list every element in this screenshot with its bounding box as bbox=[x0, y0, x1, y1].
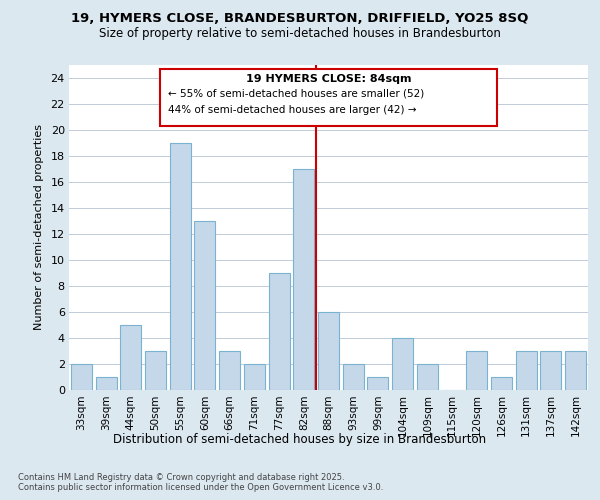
Bar bbox=[219, 351, 240, 390]
Text: 19, HYMERS CLOSE, BRANDESBURTON, DRIFFIELD, YO25 8SQ: 19, HYMERS CLOSE, BRANDESBURTON, DRIFFIE… bbox=[71, 12, 529, 26]
Bar bbox=[343, 364, 364, 390]
Text: 19 HYMERS CLOSE: 84sqm: 19 HYMERS CLOSE: 84sqm bbox=[246, 74, 411, 84]
Bar bbox=[392, 338, 413, 390]
Bar bbox=[565, 351, 586, 390]
Bar bbox=[491, 377, 512, 390]
Bar bbox=[466, 351, 487, 390]
Bar bbox=[194, 221, 215, 390]
Bar bbox=[417, 364, 438, 390]
Bar bbox=[318, 312, 339, 390]
Bar bbox=[516, 351, 537, 390]
Text: Distribution of semi-detached houses by size in Brandesburton: Distribution of semi-detached houses by … bbox=[113, 432, 487, 446]
Text: ← 55% of semi-detached houses are smaller (52): ← 55% of semi-detached houses are smalle… bbox=[168, 88, 424, 99]
Bar bbox=[269, 273, 290, 390]
Text: Contains HM Land Registry data © Crown copyright and database right 2025.
Contai: Contains HM Land Registry data © Crown c… bbox=[18, 472, 383, 492]
Bar bbox=[367, 377, 388, 390]
Bar bbox=[293, 169, 314, 390]
Bar bbox=[170, 143, 191, 390]
Bar bbox=[95, 377, 116, 390]
FancyBboxPatch shape bbox=[160, 69, 497, 126]
Bar bbox=[244, 364, 265, 390]
Bar bbox=[71, 364, 92, 390]
Y-axis label: Number of semi-detached properties: Number of semi-detached properties bbox=[34, 124, 44, 330]
Bar bbox=[541, 351, 562, 390]
Bar bbox=[120, 325, 141, 390]
Bar bbox=[145, 351, 166, 390]
Text: 44% of semi-detached houses are larger (42) →: 44% of semi-detached houses are larger (… bbox=[168, 106, 416, 116]
Text: Size of property relative to semi-detached houses in Brandesburton: Size of property relative to semi-detach… bbox=[99, 28, 501, 40]
